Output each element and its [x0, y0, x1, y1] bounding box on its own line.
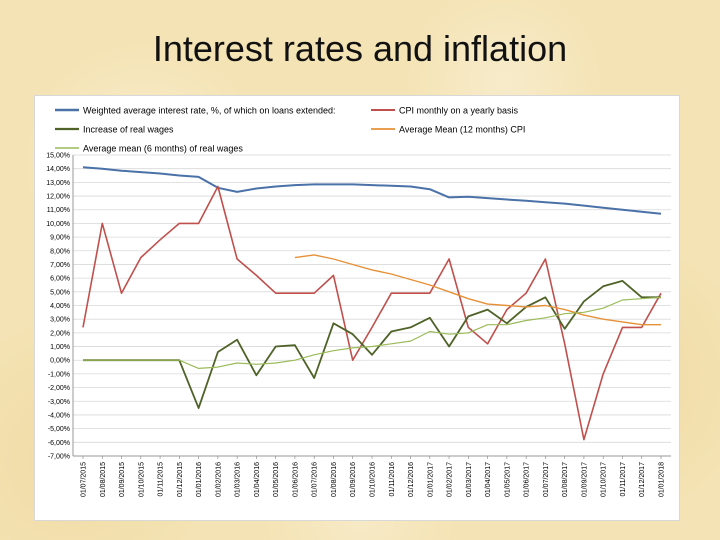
x-tick-label: 01/08/2017 [562, 462, 569, 497]
y-tick-label: 11,00% [47, 207, 70, 214]
y-axis: 15,00% 14,00% 13,00% 12,00% 11,00% 10,00% 9,00… [46, 153, 671, 461]
y-tick-label: -2,00% [48, 385, 70, 392]
legend-label-0: Weighted average interest rate, %, of wh… [83, 106, 336, 116]
legend-label-2: Increase of real wages [83, 125, 174, 135]
series-line-3 [294, 254, 661, 326]
x-tick-label: 01/04/2016 [254, 462, 261, 497]
series-line-4 [83, 296, 662, 369]
y-tick-label: -4,00% [48, 412, 70, 419]
x-tick-label: 01/10/2015 [138, 462, 145, 497]
x-tick-label: 01/07/2015 [81, 462, 88, 497]
x-tick-label: 01/08/2016 [331, 462, 338, 497]
x-tick-label: 01/06/2016 [292, 462, 299, 497]
legend-label-1: CPI monthly on a yearly basis [399, 106, 519, 116]
legend-label-3: Average Mean (12 months) CPI [399, 125, 525, 135]
x-tick-label: 01/09/2017 [581, 462, 588, 497]
y-tick-label: 4,00% [50, 303, 70, 310]
x-tick-label: 01/10/2017 [601, 462, 608, 497]
x-tick-label: 01/01/2017 [427, 462, 434, 497]
x-tick-label: 01/01/2018 [659, 462, 666, 497]
y-tick-label: -3,00% [48, 399, 70, 406]
y-tick-label: 15,00% [46, 153, 70, 160]
y-tick-label: -1,00% [48, 371, 70, 378]
y-tick-label: -5,00% [48, 426, 70, 433]
y-tick-label: 12,00% [46, 194, 70, 201]
y-tick-label: 3,00% [50, 317, 70, 324]
x-tick-label: 01/01/2016 [196, 462, 203, 497]
legend-label-4: Average mean (6 months) of real wages [83, 144, 243, 154]
y-tick-label: 7,00% [50, 262, 70, 269]
slide-title: Interest rates and inflation [152, 28, 568, 69]
x-tick-label: 01/12/2015 [177, 462, 184, 497]
y-tick-label: 2,00% [50, 330, 70, 337]
x-tick-label: 01/03/2017 [466, 462, 473, 497]
y-tick-label: 14,00% [46, 166, 70, 173]
y-tick-label: -6,00% [48, 440, 70, 447]
y-tick-label: 10,00% [46, 221, 70, 228]
series-line-1 [82, 185, 662, 441]
x-tick-label: 01/07/2017 [543, 462, 550, 497]
x-tick-label: 01/08/2015 [100, 462, 107, 497]
x-tick-label: 01/02/2017 [447, 462, 454, 497]
y-tick-label: 5,00% [50, 289, 70, 296]
y-tick-label: 9,00% [50, 235, 70, 242]
x-tick-label: 01/09/2016 [350, 462, 357, 497]
x-tick-label: 01/02/2016 [215, 462, 222, 497]
x-axis: 01/07/2015 01/08/2015 01/09/2015 01/10/2015… [81, 456, 666, 497]
x-tick-label: 01/09/2015 [119, 462, 126, 497]
x-tick-label: 01/10/2016 [370, 462, 377, 497]
x-tick-label: 01/07/2016 [312, 462, 319, 497]
y-tick-label: 8,00% [50, 248, 70, 255]
x-tick-label: 01/05/2016 [273, 462, 280, 497]
y-tick-label: -7,00% [48, 454, 70, 461]
x-tick-label: 01/03/2016 [235, 462, 242, 497]
y-tick-label: 0,00% [50, 358, 70, 365]
y-tick-label: 6,00% [50, 276, 70, 283]
x-tick-label: 01/05/2017 [504, 462, 511, 497]
plot-series [82, 166, 662, 441]
chart-container: Weighted average interest rate, %, of wh… [34, 95, 680, 521]
x-tick-label: 01/12/2016 [408, 462, 415, 497]
x-tick-label: 01/06/2017 [524, 462, 531, 497]
y-tick-label: 1,00% [50, 344, 70, 351]
x-tick-label: 01/11/2017 [620, 462, 627, 497]
y-tick-label: 13,00% [46, 180, 70, 187]
series-line-0 [82, 166, 662, 215]
x-tick-label: 01/04/2017 [485, 462, 492, 497]
x-tick-label: 01/11/2016 [389, 462, 396, 497]
line-chart: Weighted average interest rate, %, of wh… [46, 106, 671, 497]
x-tick-label: 01/11/2015 [158, 462, 165, 497]
x-tick-label: 01/12/2017 [639, 462, 646, 497]
chart-legend: Weighted average interest rate, %, of wh… [55, 106, 525, 154]
